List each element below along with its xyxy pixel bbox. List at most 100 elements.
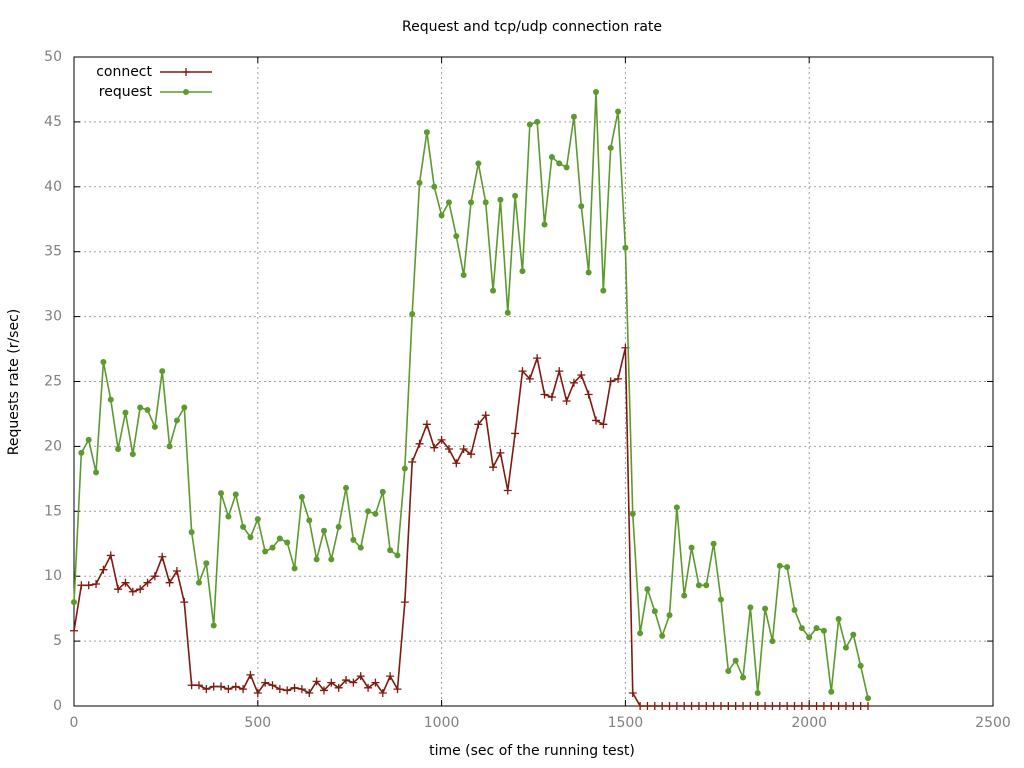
marker-plus [415, 439, 424, 448]
marker-plus [408, 457, 417, 466]
marker-circle [592, 89, 599, 96]
marker-plus [297, 685, 306, 694]
y-tick-label: 25 [44, 374, 62, 390]
marker-circle [703, 582, 710, 589]
marker-circle [857, 662, 864, 669]
marker-plus [187, 681, 196, 690]
marker-plus [194, 681, 203, 690]
marker-plus [533, 354, 542, 363]
marker-plus [334, 683, 343, 692]
marker-circle [806, 634, 813, 641]
marker-plus [591, 416, 600, 425]
marker-plus [525, 374, 534, 383]
marker-plus [386, 672, 395, 681]
x-tick-label: 2000 [791, 715, 827, 731]
series-line [73, 347, 869, 707]
marker-circle [519, 268, 526, 275]
marker-plus [158, 552, 167, 561]
marker-circle [210, 622, 217, 629]
marker-plus [643, 702, 652, 710]
marker-plus [349, 678, 358, 687]
marker-plus [84, 581, 93, 590]
marker-circle [93, 469, 100, 476]
marker-circle [490, 287, 497, 294]
marker-circle [732, 657, 739, 664]
marker-circle [254, 516, 261, 523]
marker-plus [555, 367, 564, 376]
marker-circle [173, 417, 180, 424]
marker-circle [416, 179, 423, 186]
marker-circle [85, 436, 92, 443]
marker-plus [584, 390, 593, 399]
marker-circle [320, 527, 327, 534]
marker-circle [769, 638, 776, 645]
marker-circle [129, 451, 136, 458]
marker-circle [460, 272, 467, 279]
marker-plus [128, 587, 137, 596]
marker-plus [680, 702, 689, 710]
marker-circle [717, 596, 724, 603]
marker-plus [400, 598, 409, 607]
marker-circle [504, 309, 511, 316]
marker-plus [474, 420, 483, 429]
legend-label: request [99, 84, 153, 100]
marker-circle [431, 183, 438, 190]
marker-circle [585, 269, 592, 276]
marker-circle [203, 560, 210, 567]
marker-plus [665, 702, 674, 710]
marker-circle [548, 153, 555, 160]
marker-circle [666, 612, 673, 619]
marker-circle [183, 89, 189, 95]
marker-circle [115, 445, 122, 452]
marker-plus [702, 702, 711, 710]
marker-circle [107, 396, 114, 403]
marker-plus [687, 702, 696, 710]
marker-plus [547, 393, 556, 402]
marker-plus [841, 702, 850, 710]
marker-circle [725, 667, 732, 674]
marker-circle [247, 534, 254, 541]
marker-plus [606, 377, 615, 386]
marker-plus [290, 683, 299, 692]
marker-plus [275, 685, 284, 694]
marker-circle [644, 586, 651, 593]
marker-circle [526, 121, 533, 128]
marker-circle [423, 129, 430, 136]
marker-circle [159, 368, 166, 375]
y-tick-label: 10 [44, 568, 62, 584]
marker-circle [394, 552, 401, 559]
marker-plus [182, 68, 190, 76]
marker-circle [151, 423, 158, 430]
marker-plus [143, 578, 152, 587]
marker-plus [231, 682, 240, 691]
marker-circle [409, 311, 416, 318]
marker-circle [798, 625, 805, 632]
marker-circle [100, 359, 107, 366]
marker-plus [444, 444, 453, 453]
marker-plus [459, 444, 468, 453]
marker-circle [747, 604, 754, 611]
x-axis-label: time (sec of the running test) [429, 743, 635, 759]
marker-plus [790, 702, 799, 710]
marker-plus [77, 581, 86, 590]
marker-plus [775, 702, 784, 710]
marker-circle [328, 556, 335, 563]
marker-circle [497, 196, 504, 203]
marker-plus [496, 448, 505, 457]
legend-label: connect [96, 64, 152, 80]
marker-plus [106, 551, 115, 560]
y-tick-label: 35 [44, 244, 62, 260]
marker-circle [372, 510, 379, 517]
marker-circle [600, 287, 607, 294]
marker-plus [672, 702, 681, 710]
marker-plus [261, 678, 270, 687]
marker-plus [165, 578, 174, 587]
marker-circle [188, 529, 195, 536]
marker-plus [136, 585, 145, 594]
marker-plus [437, 435, 446, 444]
marker-circle [269, 544, 276, 551]
marker-circle [335, 523, 342, 530]
marker-plus [217, 682, 226, 691]
marker-circle [820, 627, 827, 634]
marker-plus [614, 374, 623, 383]
